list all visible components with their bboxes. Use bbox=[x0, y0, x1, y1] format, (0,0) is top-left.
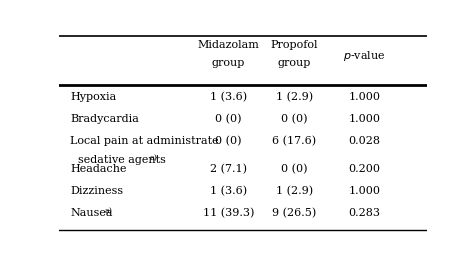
Text: Hypoxia: Hypoxia bbox=[70, 92, 117, 102]
Text: 0.200: 0.200 bbox=[348, 164, 380, 174]
Text: Nausea: Nausea bbox=[70, 208, 113, 218]
Text: a): a) bbox=[104, 207, 112, 215]
Text: 1 (2.9): 1 (2.9) bbox=[276, 186, 313, 196]
Text: Local pain at administrate: Local pain at administrate bbox=[70, 136, 219, 146]
Text: 0 (0): 0 (0) bbox=[215, 114, 241, 124]
Text: 0 (0): 0 (0) bbox=[281, 114, 308, 124]
Text: Headache: Headache bbox=[70, 164, 127, 174]
Text: 9 (26.5): 9 (26.5) bbox=[272, 208, 317, 218]
Text: 2 (7.1): 2 (7.1) bbox=[210, 164, 247, 174]
Text: 1.000: 1.000 bbox=[348, 114, 380, 124]
Text: a): a) bbox=[149, 154, 157, 162]
Text: 0.028: 0.028 bbox=[348, 136, 380, 146]
Text: 1 (3.6): 1 (3.6) bbox=[210, 92, 247, 102]
Text: 6 (17.6): 6 (17.6) bbox=[272, 136, 317, 146]
Text: 0 (0): 0 (0) bbox=[281, 164, 308, 174]
Text: 1 (3.6): 1 (3.6) bbox=[210, 186, 247, 196]
Text: Bradycardia: Bradycardia bbox=[70, 114, 139, 124]
Text: 1.000: 1.000 bbox=[348, 186, 380, 196]
Text: Propofol: Propofol bbox=[271, 40, 318, 50]
Text: sedative agents: sedative agents bbox=[78, 155, 165, 165]
Text: group: group bbox=[278, 58, 311, 68]
Text: 1.000: 1.000 bbox=[348, 92, 380, 102]
Text: 0.283: 0.283 bbox=[348, 208, 380, 218]
Text: group: group bbox=[211, 58, 245, 68]
Text: 0 (0): 0 (0) bbox=[215, 136, 241, 146]
Text: $p$-value: $p$-value bbox=[343, 49, 385, 63]
Text: 11 (39.3): 11 (39.3) bbox=[202, 208, 254, 218]
Text: Dizziness: Dizziness bbox=[70, 186, 123, 196]
Text: 1 (2.9): 1 (2.9) bbox=[276, 92, 313, 102]
Text: Midazolam: Midazolam bbox=[197, 40, 259, 50]
